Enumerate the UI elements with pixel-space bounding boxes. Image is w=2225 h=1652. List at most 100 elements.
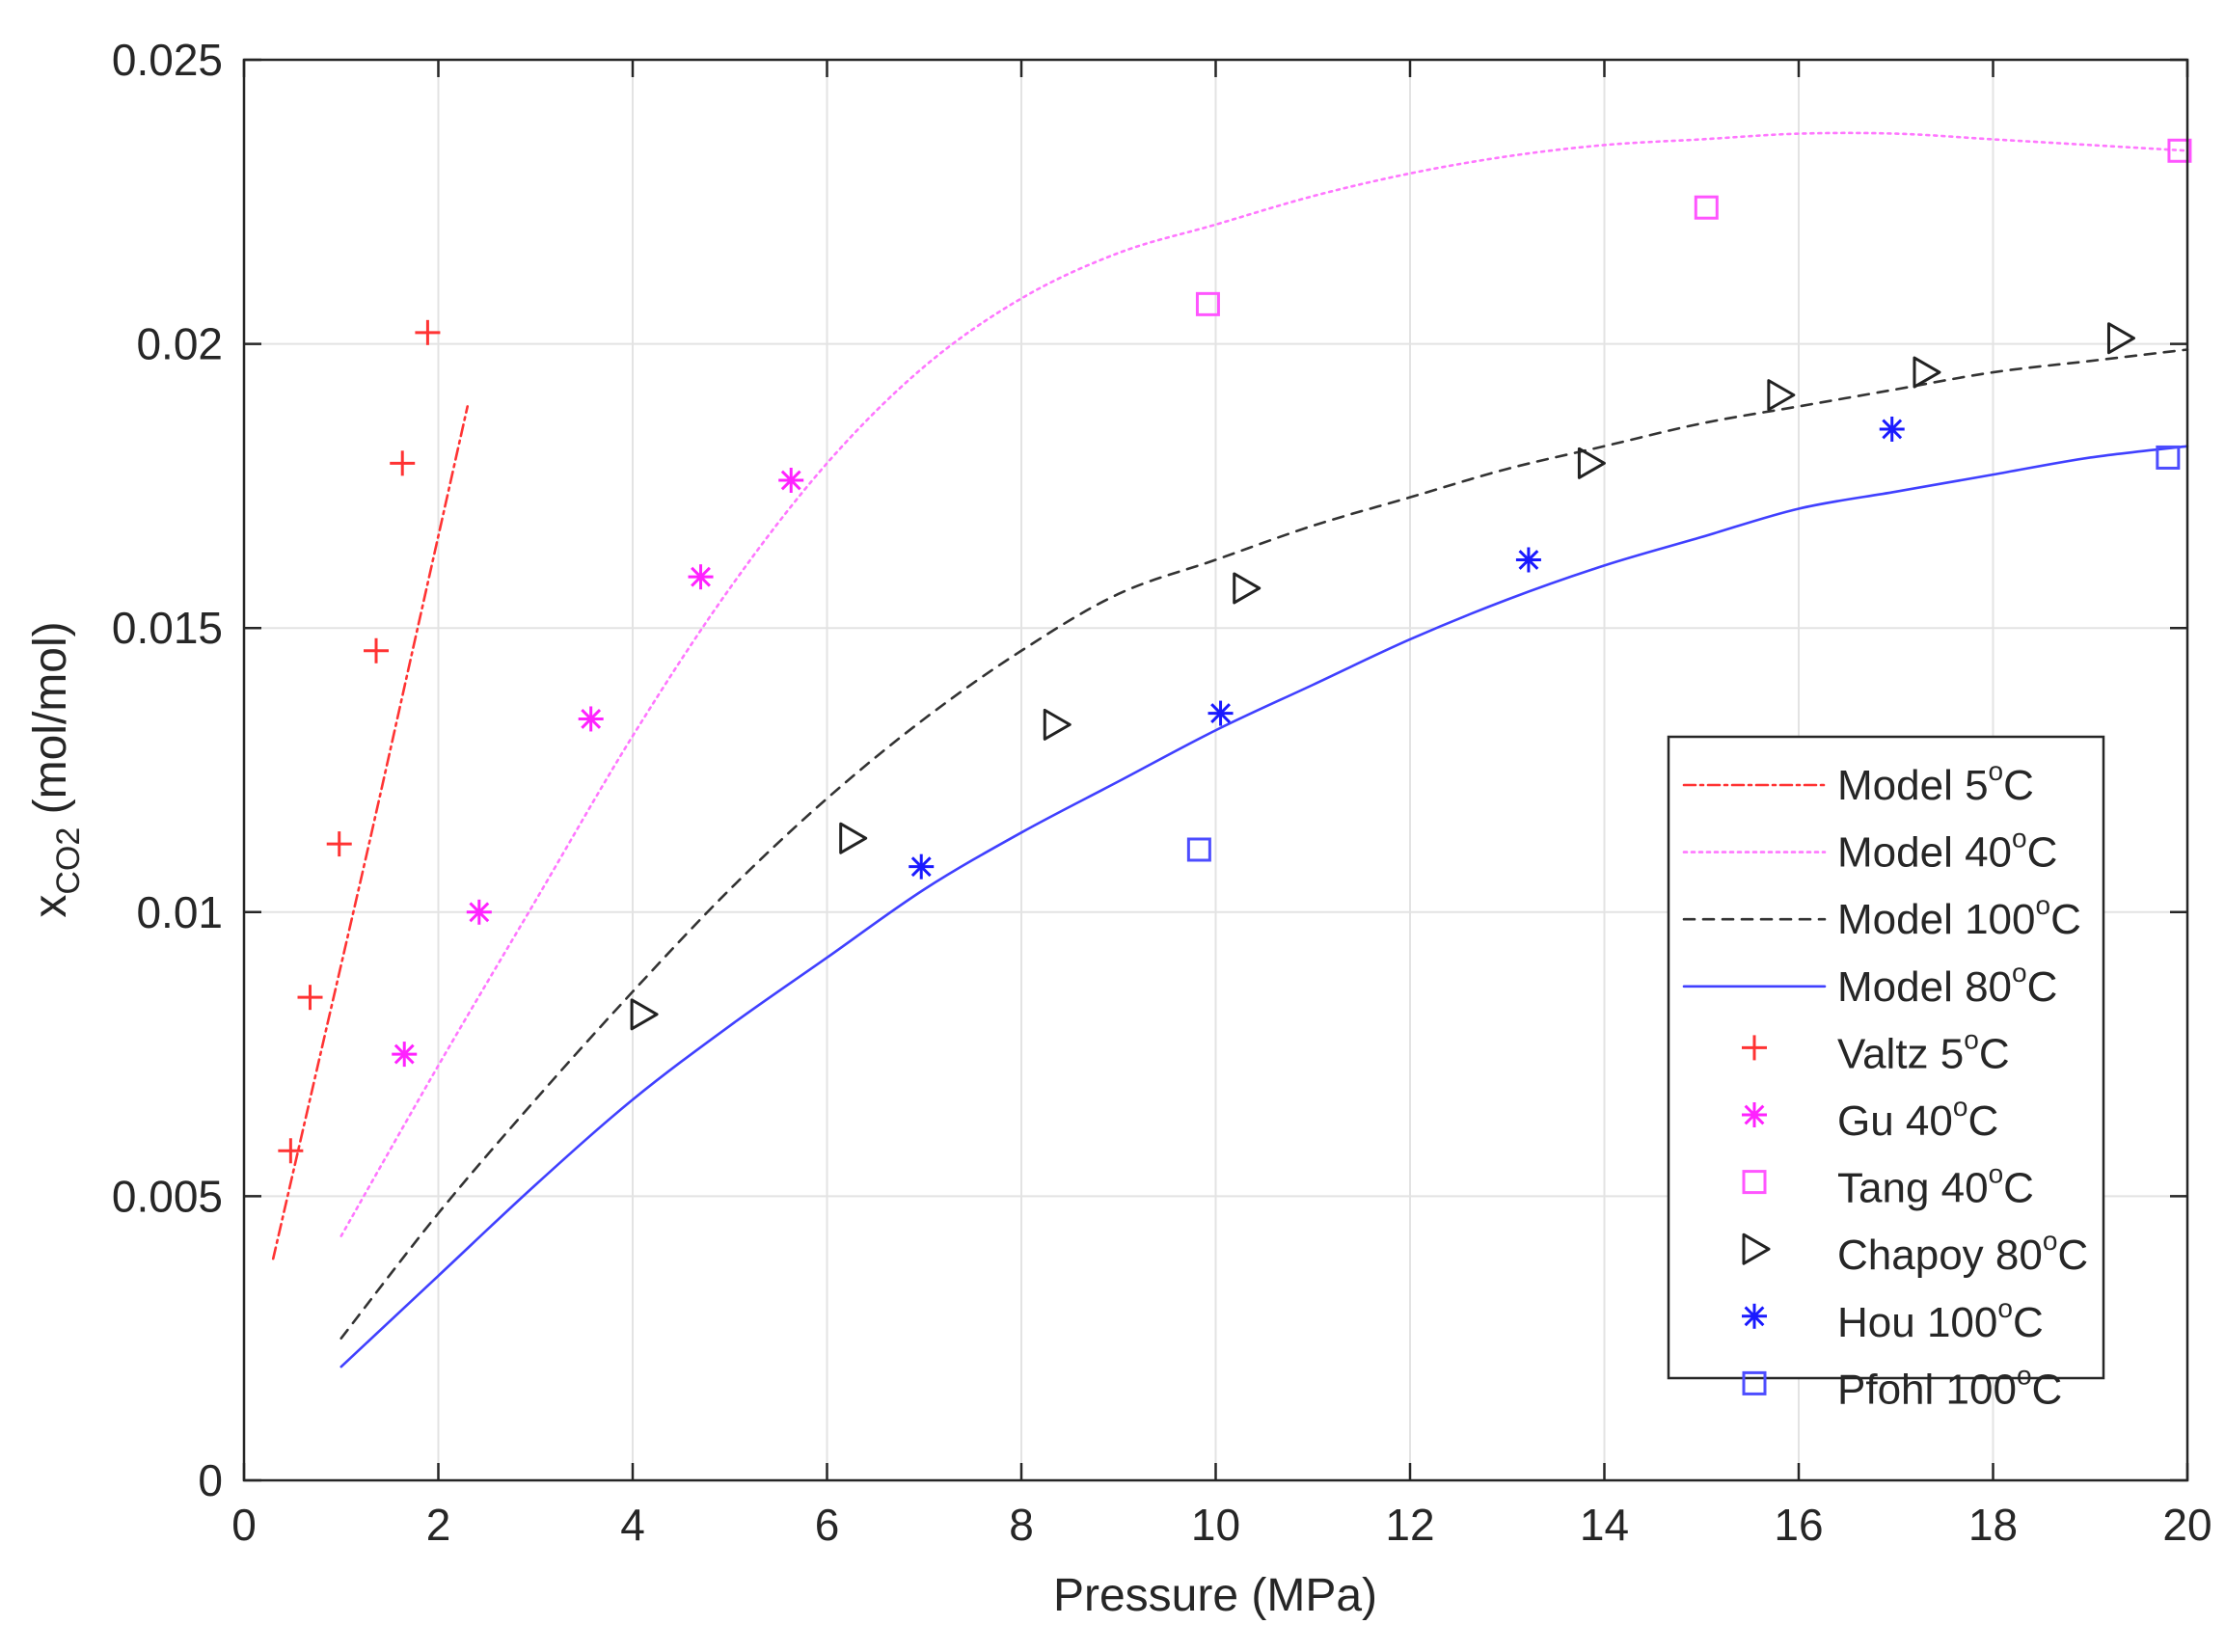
valtz-5c-point: [297, 985, 323, 1011]
tang-40c-point: [1694, 195, 1719, 220]
legend-label-unit: C: [2027, 829, 2058, 877]
hou-100c-point: [1207, 700, 1234, 726]
x-tick-label: 6: [815, 1500, 840, 1550]
legend-marker-sample: [1742, 1102, 1767, 1127]
chapoy-80c-point: [1913, 356, 1941, 389]
legend-label: Chapoy 80oC: [1837, 1226, 2088, 1279]
valtz-5c-point: [390, 450, 416, 476]
chapoy-80c-point: [839, 822, 868, 854]
legend-label-unit: C: [2003, 762, 2034, 809]
legend-label-unit: C: [2032, 1366, 2063, 1413]
legend-entry-valtz-5c: Valtz 5oC: [1742, 1024, 2010, 1077]
x-tick-labels: 0 2 4 6 8 10 12 14 16 18 20: [231, 1500, 2211, 1550]
pfohl-100c-point: [1186, 837, 1211, 862]
axis-ticks: [242, 58, 2189, 1482]
valtz-5c-point: [278, 1138, 304, 1164]
tang-40c-point: [1195, 291, 1220, 316]
legend-entry-model-100c: Model 100oC: [1682, 890, 2081, 943]
y-tick-label: 0.025: [112, 35, 223, 85]
model-5c-line: [271, 405, 470, 1260]
legend-label: Model 100oC: [1837, 890, 2081, 943]
gu-40c-points: [392, 468, 804, 1068]
legend-label: Valtz 5oC: [1837, 1024, 2010, 1077]
x-tick-label: 8: [1009, 1500, 1034, 1550]
x-tick-label: 18: [1968, 1500, 2018, 1550]
legend-label-main: Hou 100: [1837, 1299, 1997, 1346]
legend-label-degree: o: [1989, 1159, 2004, 1189]
legend-label-unit: C: [2013, 1299, 2044, 1346]
y-tick-label: 0.02: [136, 319, 223, 369]
valtz-5c-point: [415, 319, 441, 345]
valtz-5c-point: [326, 831, 352, 857]
legend-label-main: Valtz 5: [1837, 1030, 1964, 1077]
legend-label: Pfohl 100oC: [1837, 1360, 2062, 1413]
chapoy-80c-points: [630, 322, 2135, 1031]
model-40c-line: [339, 131, 2189, 1237]
legend-label: Gu 40oC: [1837, 1092, 1998, 1145]
pfohl-100c-point: [2156, 445, 2181, 470]
chapoy-80c-point: [1577, 447, 1606, 479]
x-tick-label: 16: [1774, 1500, 1823, 1550]
legend-label-main: Model 100: [1837, 896, 2035, 943]
y-axis-title: xCO2 (mol/mol): [25, 621, 87, 917]
legend-entry-model-5c: Model 5oC: [1682, 756, 2034, 809]
legend-entry-gu-40c: Gu 40oC: [1742, 1092, 1998, 1145]
x-tick-label: 14: [1580, 1500, 1629, 1550]
legend-label-main: Chapoy 80: [1837, 1232, 2043, 1279]
legend-label-unit: C: [2003, 1165, 2034, 1212]
legend-label-main: Model 80: [1837, 963, 2012, 1011]
chapoy-80c-point: [630, 998, 659, 1031]
legend-label-main: Model 40: [1837, 829, 2012, 877]
legend-label-degree: o: [1953, 1092, 1968, 1122]
legend-marker-sample: [1742, 1303, 1767, 1329]
model-80c-line: [339, 445, 2189, 1368]
gu-40c-point: [688, 564, 714, 590]
gu-40c-point: [578, 706, 604, 732]
data-markers: [278, 138, 2192, 1164]
legend-label: Model 40oC: [1837, 824, 2057, 877]
legend-label-main: Model 5: [1837, 762, 1989, 809]
legend-label-unit: C: [2057, 1232, 2088, 1279]
legend-label: Model 80oC: [1837, 958, 2057, 1011]
legend-marker-sample: [1742, 1370, 1767, 1395]
chapoy-80c-point: [2106, 322, 2135, 355]
tang-40c-point: [2167, 138, 2192, 163]
hou-100c-points: [909, 416, 1905, 880]
x-tick-label: 4: [620, 1500, 645, 1550]
y-tick-labels: 0 0.005 0.01 0.015 0.02 0.025: [112, 35, 223, 1505]
hou-100c-point: [909, 853, 935, 880]
y-tick-label: 0.015: [112, 603, 223, 653]
y-tick-label: 0.01: [136, 887, 223, 937]
model-100c-line: [339, 348, 2189, 1340]
hou-100c-point: [1879, 416, 1905, 442]
legend-label-degree: o: [2012, 958, 2027, 988]
legend-marker-sample: [1742, 1170, 1767, 1195]
legend-label-unit: C: [1979, 1030, 2010, 1077]
legend-label-main: Tang 40: [1837, 1165, 1989, 1212]
gu-40c-point: [778, 468, 804, 494]
legend-entry-chapoy-80c: Chapoy 80oC: [1742, 1226, 2088, 1279]
legend-label-main: Pfohl 100: [1837, 1366, 2017, 1413]
x-tick-label: 0: [231, 1500, 257, 1550]
legend-label: Model 5oC: [1837, 756, 2034, 809]
tang-40c-points: [1195, 138, 2192, 316]
legend-label-degree: o: [2043, 1226, 2058, 1256]
hou-100c-point: [1515, 547, 1541, 573]
chapoy-80c-point: [1043, 708, 1072, 741]
legend-label: Hou 100oC: [1837, 1293, 2044, 1346]
legend-label-unit: C: [2027, 963, 2058, 1011]
legend-entry-model-80c: Model 80oC: [1682, 958, 2057, 1011]
x-tick-label: 12: [1385, 1500, 1434, 1550]
x-tick-label: 20: [2162, 1500, 2211, 1550]
legend-label: Tang 40oC: [1837, 1159, 2034, 1212]
legend-label-degree: o: [1997, 1293, 2013, 1323]
legend-box: [1667, 735, 2105, 1380]
valtz-5c-point: [364, 637, 390, 664]
legend-label-degree: o: [1989, 756, 2004, 786]
legend-entry-tang-40c: Tang 40oC: [1742, 1159, 2034, 1212]
legend-marker-sample: [1742, 1232, 1771, 1265]
chapoy-80c-point: [1233, 572, 1262, 605]
